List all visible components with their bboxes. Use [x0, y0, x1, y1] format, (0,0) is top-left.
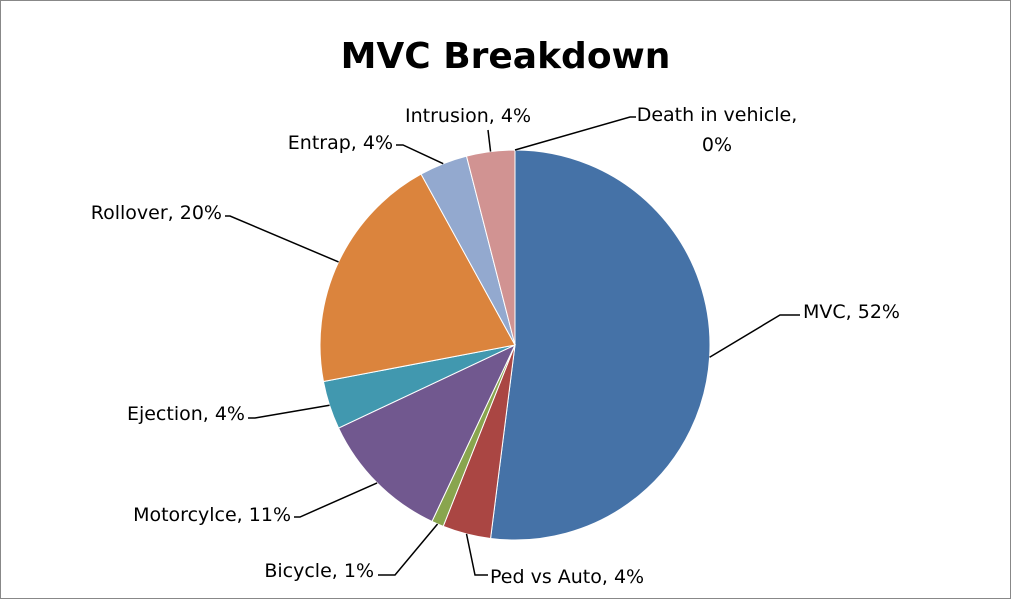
data-label: Ped vs Auto, 4% [490, 566, 645, 588]
leader-line [487, 129, 492, 152]
data-label: Rollover, 20% [90, 202, 222, 224]
data-label: Death in vehicle, 0% [636, 104, 798, 156]
leader-line [465, 533, 488, 576]
data-label: MVC, 52% [803, 301, 900, 323]
data-label: Bicycle, 1% [264, 560, 374, 582]
leader-line [225, 215, 339, 263]
data-label: Intrusion, 4% [405, 105, 532, 127]
leader-line [378, 523, 439, 576]
data-label: Ejection, 4% [126, 403, 245, 425]
pie-slice [490, 149, 711, 541]
leader-line [514, 116, 636, 151]
data-label: Entrap, 4% [287, 132, 393, 154]
leader-line [396, 144, 444, 165]
chart-title: MVC Breakdown [340, 36, 671, 77]
leader-line [248, 404, 330, 419]
leader-line [294, 482, 378, 518]
leader-line [709, 314, 800, 358]
pie-slice [337, 343, 517, 523]
data-label: Motorcylce, 11% [133, 504, 291, 526]
